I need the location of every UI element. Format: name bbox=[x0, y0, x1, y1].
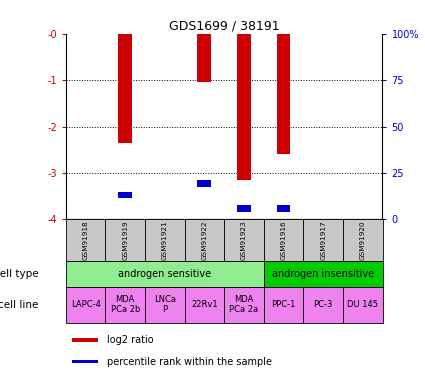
Bar bbox=[224, 219, 264, 261]
Bar bbox=[343, 287, 382, 322]
Text: cell type: cell type bbox=[0, 269, 38, 279]
Text: GSM91918: GSM91918 bbox=[83, 220, 89, 260]
Bar bbox=[237, 206, 251, 212]
Text: PC-3: PC-3 bbox=[314, 300, 333, 309]
Bar bbox=[237, 34, 251, 180]
Text: GSM91917: GSM91917 bbox=[320, 220, 326, 260]
Bar bbox=[66, 219, 105, 261]
Bar bbox=[198, 34, 211, 82]
Bar bbox=[198, 180, 211, 187]
Bar bbox=[303, 287, 343, 322]
Bar bbox=[72, 360, 97, 363]
Text: GSM91919: GSM91919 bbox=[122, 220, 128, 260]
Bar bbox=[105, 219, 145, 261]
Bar bbox=[118, 34, 132, 143]
Text: androgen sensitive: androgen sensitive bbox=[118, 269, 211, 279]
Bar bbox=[264, 219, 303, 261]
Bar bbox=[105, 287, 145, 322]
Title: GDS1699 / 38191: GDS1699 / 38191 bbox=[169, 20, 280, 33]
Text: GSM91922: GSM91922 bbox=[201, 220, 207, 260]
Bar bbox=[224, 287, 264, 322]
Text: androgen insensitive: androgen insensitive bbox=[272, 269, 374, 279]
Text: cell line: cell line bbox=[0, 300, 38, 310]
Bar bbox=[303, 219, 343, 261]
Text: LAPC-4: LAPC-4 bbox=[71, 300, 101, 309]
Text: GSM91920: GSM91920 bbox=[360, 220, 366, 260]
Bar bbox=[343, 219, 382, 261]
Text: PPC-1: PPC-1 bbox=[272, 300, 296, 309]
Bar bbox=[66, 287, 105, 322]
Bar bbox=[264, 287, 303, 322]
Bar bbox=[72, 339, 97, 342]
Text: GSM91923: GSM91923 bbox=[241, 220, 247, 260]
Bar bbox=[145, 287, 184, 322]
Bar bbox=[277, 34, 290, 154]
Text: MDA
PCa 2b: MDA PCa 2b bbox=[110, 296, 140, 314]
Text: GSM91916: GSM91916 bbox=[280, 220, 286, 260]
Bar bbox=[264, 261, 382, 287]
Bar bbox=[184, 219, 224, 261]
Bar bbox=[145, 219, 184, 261]
Bar bbox=[184, 287, 224, 322]
Bar bbox=[118, 192, 132, 198]
Text: GSM91921: GSM91921 bbox=[162, 220, 168, 260]
Text: 22Rv1: 22Rv1 bbox=[191, 300, 218, 309]
Bar bbox=[66, 261, 264, 287]
Text: LNCa
P: LNCa P bbox=[154, 296, 176, 314]
Text: MDA
PCa 2a: MDA PCa 2a bbox=[230, 296, 258, 314]
Text: DU 145: DU 145 bbox=[347, 300, 378, 309]
Bar bbox=[277, 206, 290, 212]
Text: percentile rank within the sample: percentile rank within the sample bbox=[107, 357, 272, 367]
Text: log2 ratio: log2 ratio bbox=[107, 335, 154, 345]
